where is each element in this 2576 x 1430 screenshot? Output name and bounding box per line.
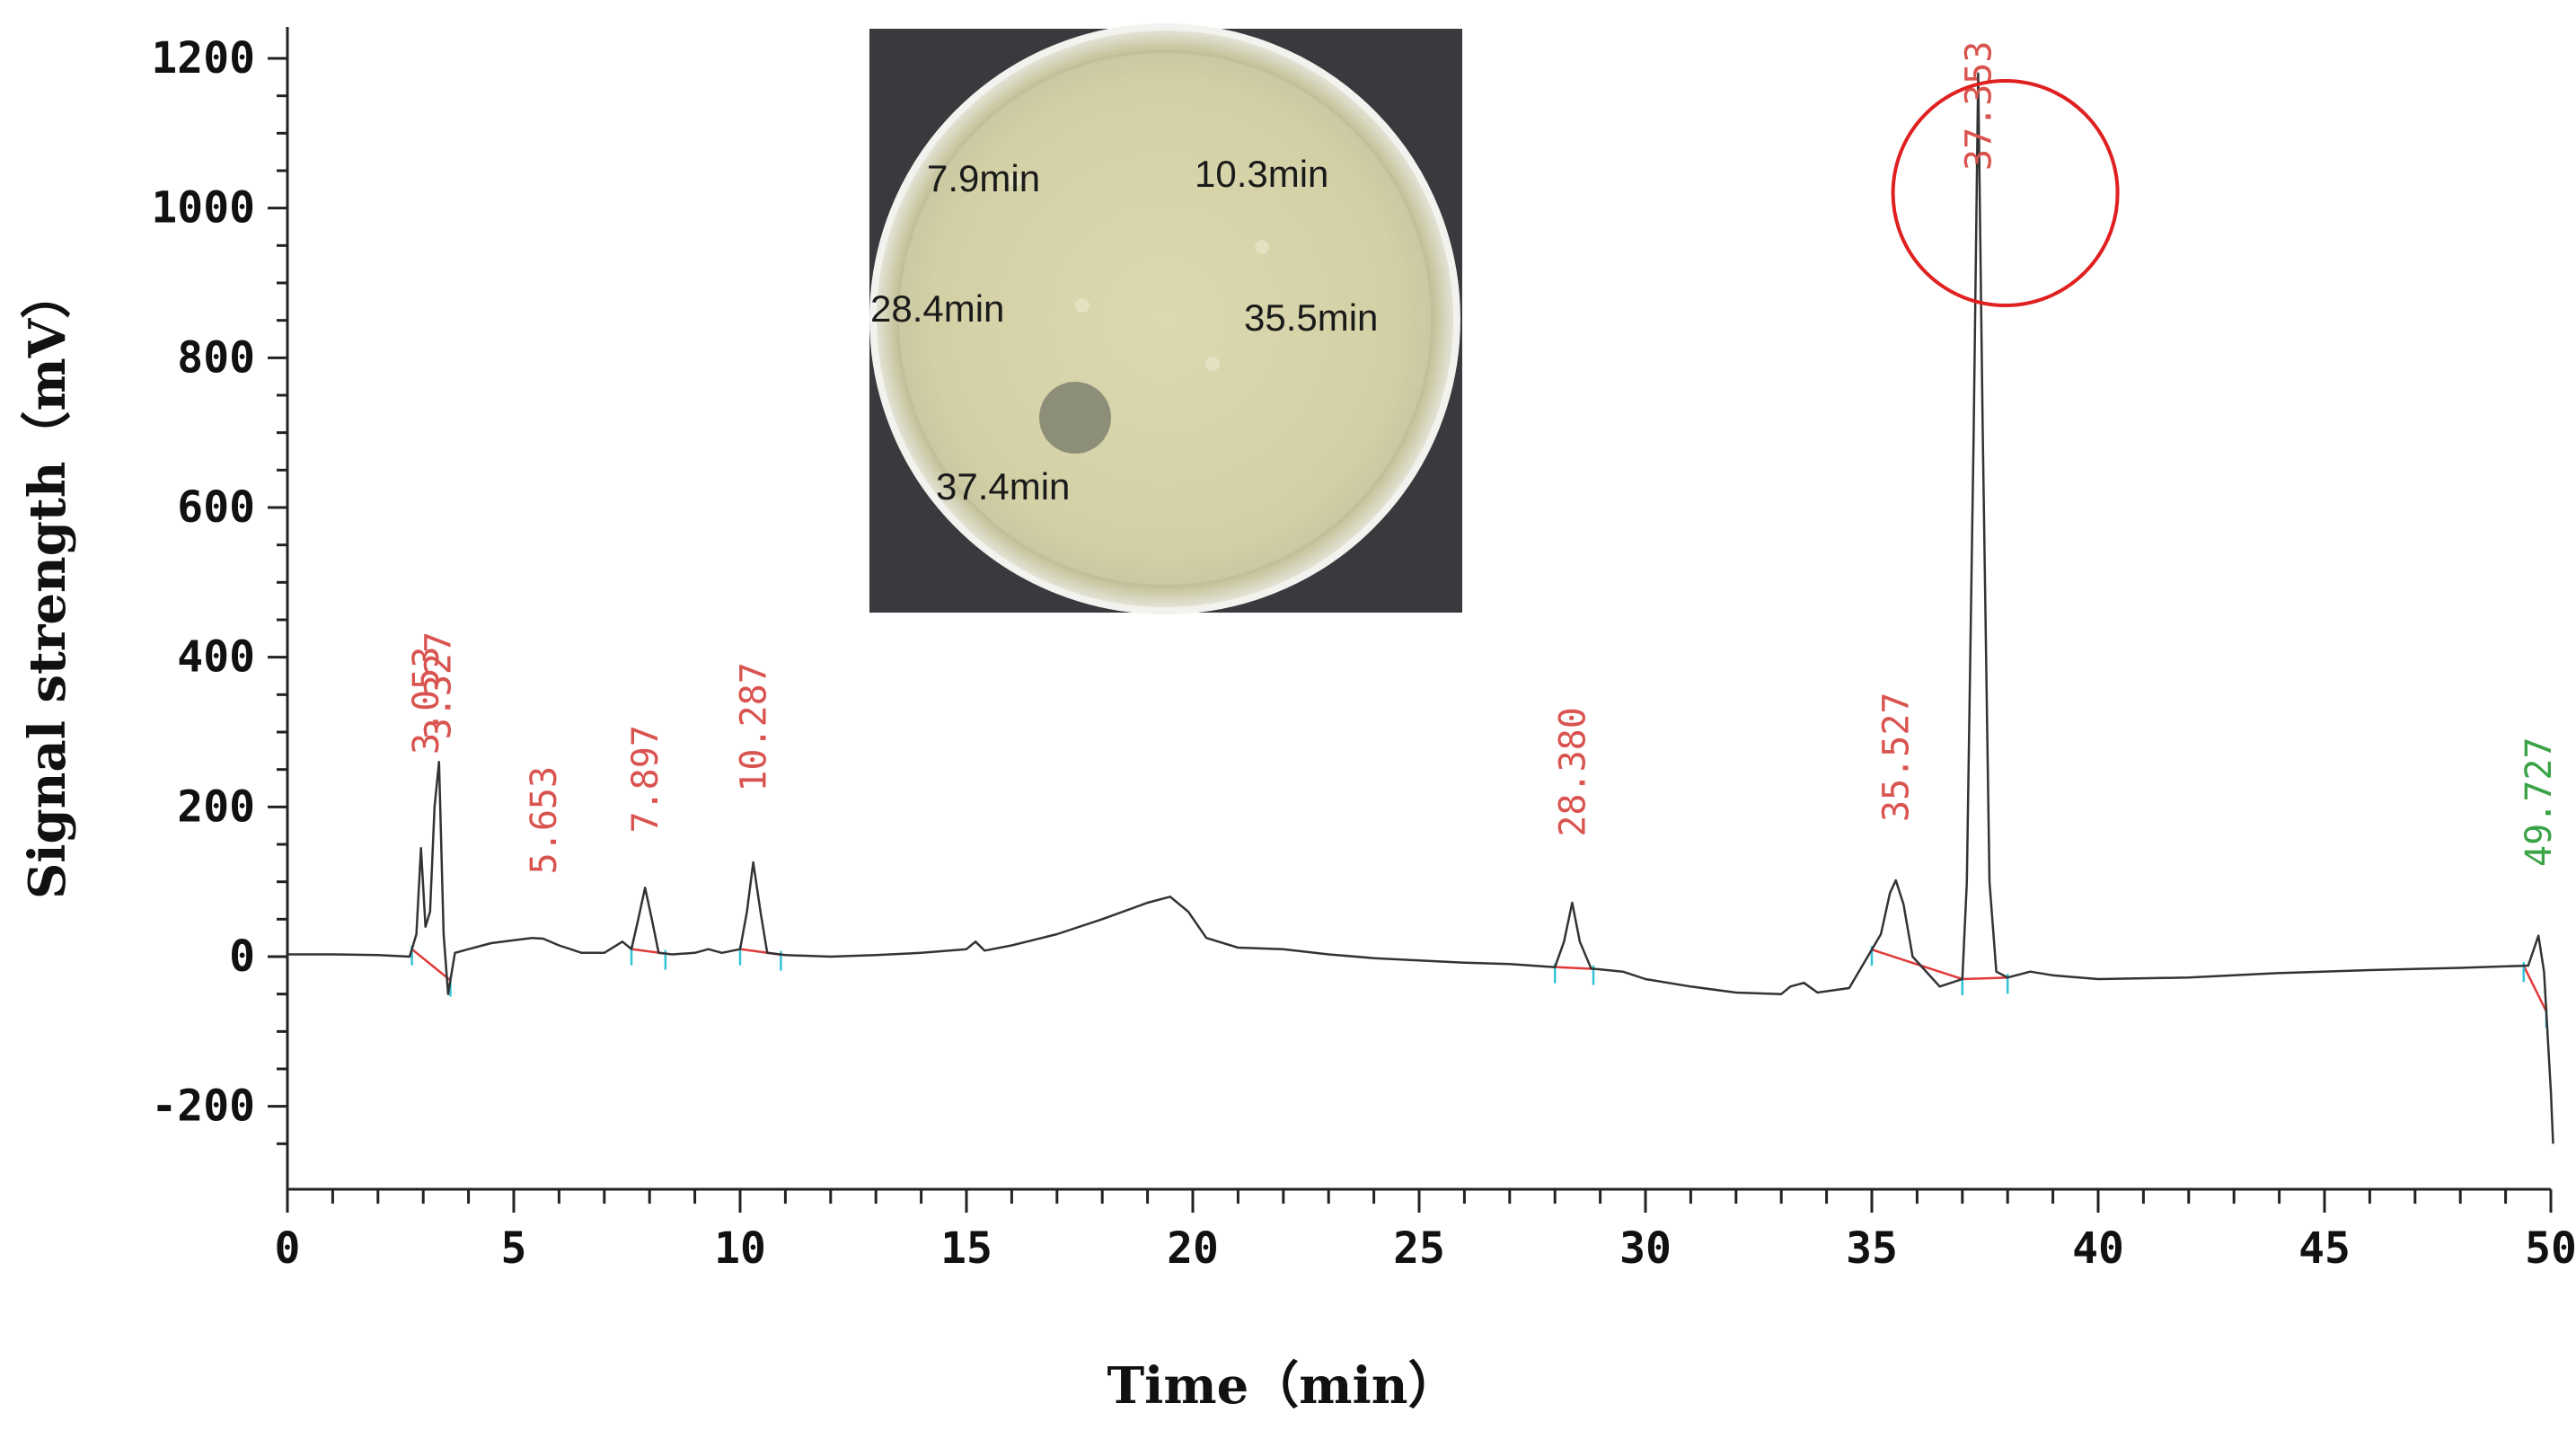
x-tick-label: 0 <box>275 1223 301 1274</box>
highlight-circle <box>1891 79 2120 307</box>
x-axis-title: Time（min） <box>1107 1356 1458 1416</box>
inset-label-35.5: 35.5min <box>1244 296 1378 339</box>
inset-label-7.9: 7.9min <box>927 157 1040 199</box>
peak-label: 35.527 <box>1876 693 1918 823</box>
baseline-segment <box>410 948 452 982</box>
peak-label: 7.897 <box>625 725 666 833</box>
x-tick-label: 25 <box>1393 1223 1445 1274</box>
inoculation-spot-28.4 <box>1075 298 1090 313</box>
inhibition-zone <box>1039 382 1111 454</box>
x-tick-label: 40 <box>2072 1223 2124 1274</box>
inset-label-10.3: 10.3min <box>1195 153 1328 195</box>
y-tick-label: 400 <box>177 632 255 683</box>
inset-label-28.4: 28.4min <box>870 287 1004 330</box>
y-axis-ticks: -200 0 200 400 600 800 1000 1200 <box>151 33 287 1145</box>
peak-label: 3.053 <box>406 647 447 755</box>
x-axis-ticks: 0 5 10 15 20 25 30 35 40 45 50 <box>275 1189 2576 1274</box>
baseline-segment <box>2522 965 2548 1012</box>
y-tick-label: -200 <box>151 1081 255 1132</box>
y-axis-title: Signal strength（mV） <box>18 269 77 899</box>
peak-label: 3.327 <box>419 631 460 739</box>
peak-label: 5.653 <box>524 766 565 874</box>
baseline-segment <box>1871 948 1963 981</box>
x-tick-label: 10 <box>714 1223 766 1274</box>
inoculation-spot-35.5 <box>1205 357 1220 371</box>
peak-label: 49.727 <box>2519 737 2560 868</box>
petri-dish <box>869 23 1460 614</box>
y-tick-label: 1200 <box>151 33 255 84</box>
petri-dish-inset: 7.9min 10.3min 28.4min 35.5min 37.4min <box>869 23 1462 614</box>
peak-label: 10.287 <box>733 662 774 792</box>
y-tick-label: 0 <box>229 931 255 982</box>
baseline-segment <box>1555 966 1594 970</box>
inset-label-37.4: 37.4min <box>936 465 1070 508</box>
x-tick-label: 5 <box>501 1223 527 1274</box>
x-tick-label: 45 <box>2298 1223 2351 1274</box>
y-tick-label: 800 <box>177 332 255 383</box>
chromatogram-trace <box>287 72 2554 1144</box>
y-tick-label: 600 <box>177 482 255 533</box>
y-tick-label: 200 <box>177 781 255 832</box>
peak-label: 28.380 <box>1552 707 1593 837</box>
peak-label: 37.353 <box>1959 41 2000 172</box>
x-tick-label: 50 <box>2525 1223 2576 1274</box>
inoculation-spot-7.9 <box>1008 172 1022 187</box>
x-tick-label: 20 <box>1167 1223 1219 1274</box>
x-tick-label: 35 <box>1846 1223 1898 1274</box>
y-tick-label: 1000 <box>151 183 255 234</box>
inoculation-spot-10.3 <box>1255 240 1269 254</box>
baseline-segment <box>1962 976 2008 981</box>
integration-baselines <box>410 945 2548 1028</box>
x-tick-label: 15 <box>940 1223 992 1274</box>
petri-dish-inner-rim <box>895 49 1434 588</box>
x-tick-label: 30 <box>1619 1223 1672 1274</box>
